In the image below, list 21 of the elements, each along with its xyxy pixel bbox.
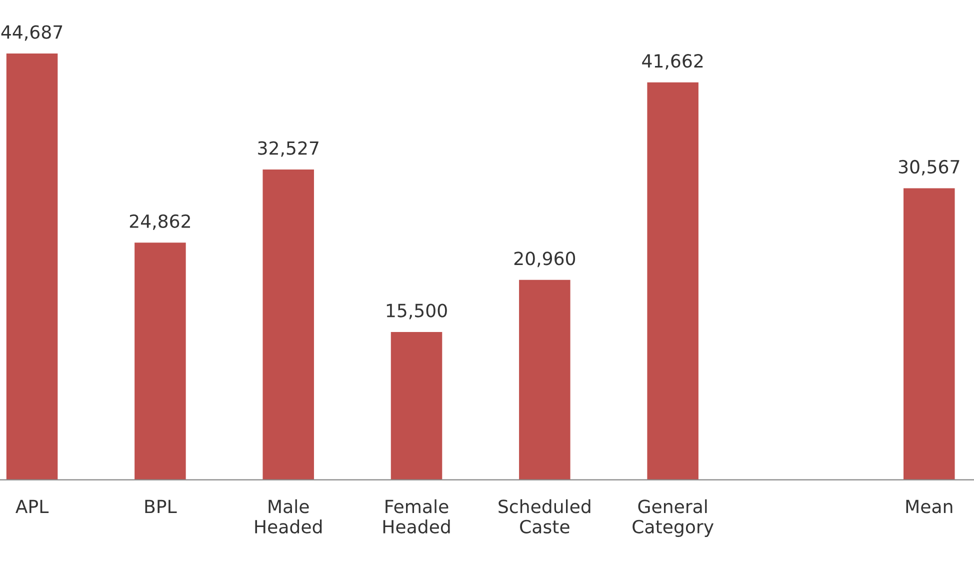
bar [904, 188, 955, 480]
x-tick-label: Scheduled Caste [498, 499, 590, 534]
bar [6, 53, 58, 480]
data-label: 15,500 [386, 304, 447, 320]
x-tick-label: Male Headed [255, 499, 322, 534]
x-tick-label: Mean [906, 500, 952, 514]
x-tick-label: Female Headed [383, 499, 450, 534]
x-tick-label: General Category [632, 499, 714, 537]
data-label: 20,960 [514, 252, 576, 268]
bar [647, 82, 698, 480]
data-label: 30,567 [898, 160, 960, 176]
data-label: 41,662 [642, 54, 703, 70]
x-tick-label: APL [16, 500, 49, 514]
data-label: 24,862 [130, 214, 190, 230]
bar [390, 332, 442, 480]
bar [519, 280, 570, 480]
bar [262, 169, 314, 480]
data-label: 44,687 [1, 25, 62, 41]
bar [134, 242, 186, 480]
data-label: 32,527 [258, 141, 318, 157]
x-tick-label: BPL [145, 500, 177, 514]
